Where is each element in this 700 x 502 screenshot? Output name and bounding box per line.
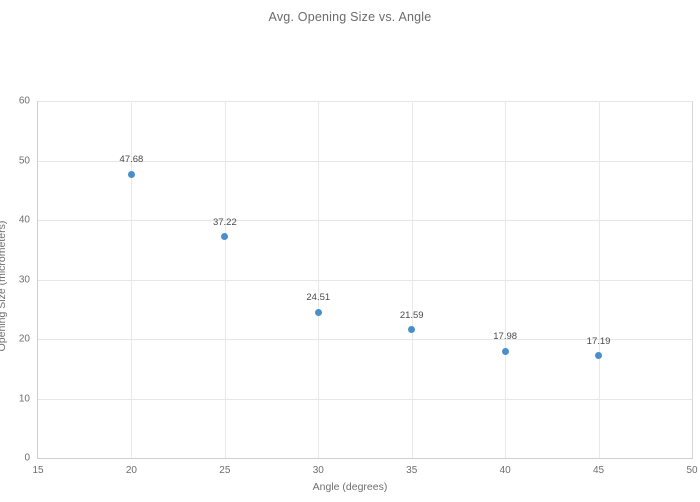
y-axis-title: Opening Size (micrometers) bbox=[0, 220, 8, 352]
gridline-horizontal bbox=[38, 279, 692, 281]
scatter-point[interactable] bbox=[501, 347, 509, 355]
chart-title: Avg. Opening Size vs. Angle bbox=[268, 10, 432, 24]
gridline-vertical bbox=[318, 101, 320, 458]
gridline-horizontal bbox=[38, 398, 692, 400]
x-axis-tick-label: 45 bbox=[593, 465, 605, 476]
gridline-horizontal bbox=[38, 339, 692, 340]
gridline-vertical bbox=[505, 101, 507, 458]
scatter-point[interactable] bbox=[408, 326, 416, 334]
gridline-vertical bbox=[598, 101, 600, 458]
y-axis-tick-label: 0 bbox=[24, 452, 30, 464]
x-axis-tick-label: 40 bbox=[499, 465, 511, 476]
scatter-point[interactable] bbox=[221, 233, 229, 241]
gridline-vertical bbox=[131, 101, 133, 458]
gridline-vertical bbox=[411, 101, 413, 458]
y-axis-tick-label: 60 bbox=[18, 95, 30, 107]
scatter-point[interactable] bbox=[595, 352, 603, 360]
plot-area: 0 10 20 30 40 50 60 15 20 25 30 35 40 45 50 47.68 37.2… bbox=[19, 96, 698, 477]
x-axis-tick-label: 50 bbox=[686, 465, 698, 476]
x-axis-title: Angle (degrees) bbox=[312, 481, 388, 493]
x-axis-tick-label: 15 bbox=[32, 465, 44, 476]
y-axis-tick-label: 10 bbox=[18, 393, 30, 404]
gridline-horizontal bbox=[38, 160, 692, 162]
x-axis-tick-label: 20 bbox=[125, 465, 137, 476]
x-axis-tick-label: 35 bbox=[406, 465, 418, 476]
y-axis-tick-label: 20 bbox=[18, 333, 30, 345]
scatter-point[interactable] bbox=[127, 170, 135, 178]
x-axis-tick-label: 25 bbox=[219, 465, 231, 476]
x-axis-tick-label: 30 bbox=[312, 465, 324, 476]
y-axis-tick-label: 40 bbox=[18, 214, 30, 226]
gridline-vertical bbox=[224, 101, 226, 458]
gridline-horizontal bbox=[38, 220, 692, 221]
y-axis-tick-label: 30 bbox=[18, 274, 30, 285]
y-axis-tick-label: 50 bbox=[18, 155, 30, 166]
gridline-horizontal bbox=[38, 101, 692, 102]
scatter-point[interactable] bbox=[314, 308, 322, 316]
